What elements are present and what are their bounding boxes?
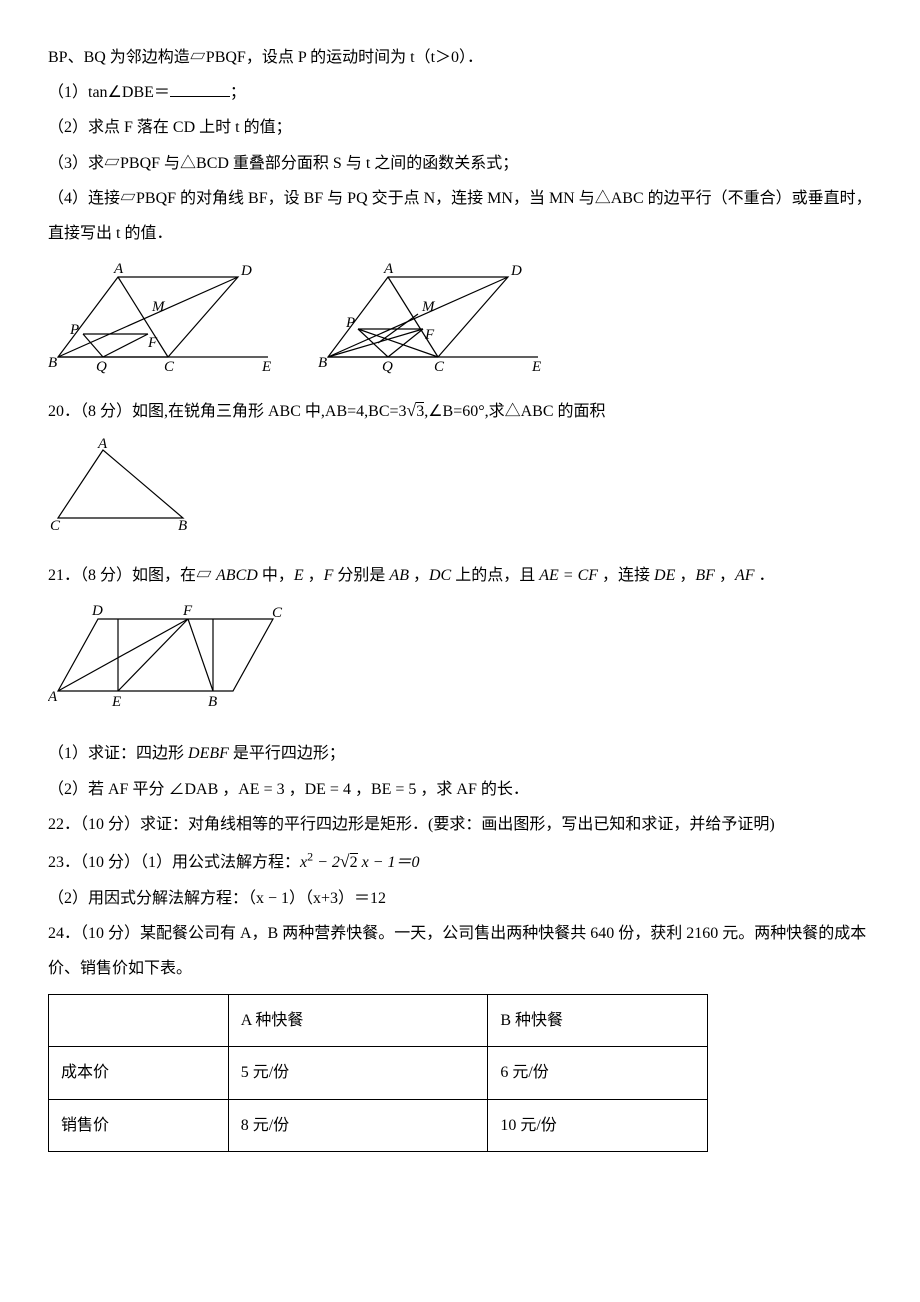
q21-mid4: ，连接 bbox=[598, 567, 654, 584]
fig2-label-B: B bbox=[318, 355, 327, 371]
para-label-E: E bbox=[111, 694, 121, 710]
parallelogram-figure: D F C A E B bbox=[48, 601, 288, 711]
q21-1-pre: （1）求证：四边形 bbox=[48, 745, 188, 762]
q21-AF: AF bbox=[735, 567, 755, 584]
header-line: BP、BQ 为邻边构造▱PBQF，设点 P 的运动时间为 t（t＞0）． bbox=[48, 40, 872, 75]
fig1-label-D: D bbox=[240, 263, 252, 279]
q1-1-suffix: ； bbox=[230, 84, 246, 101]
fig1-label-P: P bbox=[69, 322, 79, 338]
fig1-label-C: C bbox=[164, 359, 175, 375]
q1-4: （4）连接▱PBQF 的对角线 BF，设 BF 与 PQ 交于点 N，连接 MN… bbox=[48, 181, 872, 251]
q23-pre: 23．（10 分）（1）用公式法解方程： bbox=[48, 854, 300, 871]
q23-mid2: x − 1＝0 bbox=[358, 854, 420, 871]
table-row: 销售价 8 元/份 10 元/份 bbox=[49, 1099, 708, 1151]
figures-row: A D B C E M P F Q A D B C E M P F Q bbox=[48, 259, 872, 379]
q21-AB: AB bbox=[389, 567, 409, 584]
tri-label-A: A bbox=[97, 438, 108, 452]
q1-2: （2）求点 F 落在 CD 上时 t 的值； bbox=[48, 110, 872, 145]
table-row1-b: 6 元/份 bbox=[488, 1047, 708, 1099]
q23-rad: 2 bbox=[350, 853, 358, 871]
table-row2-b: 10 元/份 bbox=[488, 1099, 708, 1151]
fig1-label-A: A bbox=[113, 261, 124, 277]
q21-2: （2）若 AF 平分 ∠DAB ，AE = 3 ，DE = 4 ，BE = 5 … bbox=[48, 772, 872, 807]
fig1-label-B: B bbox=[48, 355, 57, 371]
para-label-F: F bbox=[182, 603, 193, 619]
fig2-label-A: A bbox=[383, 261, 394, 277]
q21-eq: AE = CF bbox=[539, 567, 598, 584]
fig2-label-P: P bbox=[345, 315, 355, 331]
q1-1: （1）tan∠DBE＝ ； bbox=[48, 75, 872, 110]
table-row2-a: 8 元/份 bbox=[228, 1099, 488, 1151]
q20-rad: 3 bbox=[416, 402, 424, 420]
q21-sep3: ， bbox=[675, 567, 695, 584]
figure-1: A D B C E M P F Q bbox=[48, 259, 278, 379]
q21-sep4: ， bbox=[715, 567, 735, 584]
table-row: 成本价 5 元/份 6 元/份 bbox=[49, 1047, 708, 1099]
q20-coeff: 3 bbox=[399, 403, 407, 420]
fig1-label-F: F bbox=[147, 335, 158, 351]
q21-mid2: 分别是 bbox=[333, 567, 389, 584]
fig2-label-C: C bbox=[434, 359, 445, 375]
q23-mid1: − 2 bbox=[313, 854, 340, 871]
q21-E: E bbox=[294, 567, 304, 584]
q23: 23．（10 分）（1）用公式法解方程：x2 − 2√2 x − 1＝0 bbox=[48, 842, 872, 881]
triangle-figure-wrap: A C B bbox=[48, 438, 872, 546]
para-label-C: C bbox=[272, 605, 283, 621]
q20-sqrt: 3√3 bbox=[399, 391, 425, 430]
fig2-label-Q: Q bbox=[382, 359, 393, 375]
q21-DE: DE bbox=[654, 567, 675, 584]
table-header-b: B 种快餐 bbox=[488, 995, 708, 1047]
table-row1-label: 成本价 bbox=[49, 1047, 229, 1099]
q1-3: （3）求▱PBQF 与△BCD 重叠部分面积 S 与 t 之间的函数关系式； bbox=[48, 146, 872, 181]
fig2-label-D: D bbox=[510, 263, 522, 279]
q21-abcd: ABCD bbox=[212, 567, 258, 584]
table-header-a: A 种快餐 bbox=[228, 995, 488, 1047]
parallelogram-figure-wrap: D F C A E B bbox=[48, 601, 872, 724]
tri-label-C: C bbox=[50, 518, 61, 533]
q21-pre: 21．（8 分）如图，在 bbox=[48, 567, 196, 584]
q20: 20．（8 分）如图,在锐角三角形 ABC 中,AB=4,BC=3√3,∠B=6… bbox=[48, 391, 872, 430]
q21-sep2: ， bbox=[409, 567, 429, 584]
q24: 24．（10 分）某配餐公司有 A，B 两种营养快餐。一天，公司售出两种快餐共 … bbox=[48, 916, 872, 986]
q21-mid1: 中， bbox=[258, 567, 294, 584]
q21-F: F bbox=[324, 567, 334, 584]
q21-end: ． bbox=[755, 567, 775, 584]
q21-DC: DC bbox=[429, 567, 451, 584]
q21-y: ▱ bbox=[196, 567, 212, 584]
figure-2: A D B C E M P F Q bbox=[318, 259, 548, 379]
price-table: A 种快餐 B 种快餐 成本价 5 元/份 6 元/份 销售价 8 元/份 10… bbox=[48, 994, 708, 1152]
triangle-figure: A C B bbox=[48, 438, 198, 533]
q21-sep1: ， bbox=[304, 567, 324, 584]
table-row1-a: 5 元/份 bbox=[228, 1047, 488, 1099]
fig1-label-M: M bbox=[151, 299, 166, 315]
tri-label-B: B bbox=[178, 518, 187, 533]
q23-2: （2）用因式分解法解方程：（x − 1）（x+3）＝12 bbox=[48, 881, 872, 916]
q20-pre: 20．（8 分）如图,在锐角三角形 ABC 中,AB=4,BC= bbox=[48, 403, 399, 420]
table-header-blank bbox=[49, 995, 229, 1047]
fig1-label-E: E bbox=[261, 359, 271, 375]
para-label-B: B bbox=[208, 694, 217, 710]
para-label-D: D bbox=[91, 603, 103, 619]
q21-1-debf: DEBF bbox=[188, 745, 229, 762]
q22: 22．（10 分）求证：对角线相等的平行四边形是矩形．(要求：画出图形，写出已知… bbox=[48, 807, 872, 842]
q23-sqrt: √2 bbox=[340, 842, 358, 881]
q1-1-pre: （1）tan∠DBE＝ bbox=[48, 84, 170, 101]
q21-mid3: 上的点，且 bbox=[451, 567, 539, 584]
fig2-label-E: E bbox=[531, 359, 541, 375]
fig1-label-Q: Q bbox=[96, 359, 107, 375]
q21-1: （1）求证：四边形 DEBF 是平行四边形； bbox=[48, 736, 872, 771]
para-label-A: A bbox=[48, 689, 58, 705]
table-row2-label: 销售价 bbox=[49, 1099, 229, 1151]
q21-BF: BF bbox=[695, 567, 715, 584]
q21-2-text: （2）若 AF 平分 ∠DAB ，AE = 3 ，DE = 4 ，BE = 5 … bbox=[48, 781, 529, 798]
table-row: A 种快餐 B 种快餐 bbox=[49, 995, 708, 1047]
q21: 21．（8 分）如图，在▱ ABCD 中，E ，F 分别是 AB ，DC 上的点… bbox=[48, 558, 872, 593]
q20-post: ,∠B=60°,求△ABC 的面积 bbox=[424, 403, 605, 420]
q1-1-blank bbox=[170, 80, 230, 97]
q21-1-post: 是平行四边形； bbox=[229, 745, 345, 762]
fig2-label-F: F bbox=[424, 327, 435, 343]
fig2-label-M: M bbox=[421, 299, 436, 315]
